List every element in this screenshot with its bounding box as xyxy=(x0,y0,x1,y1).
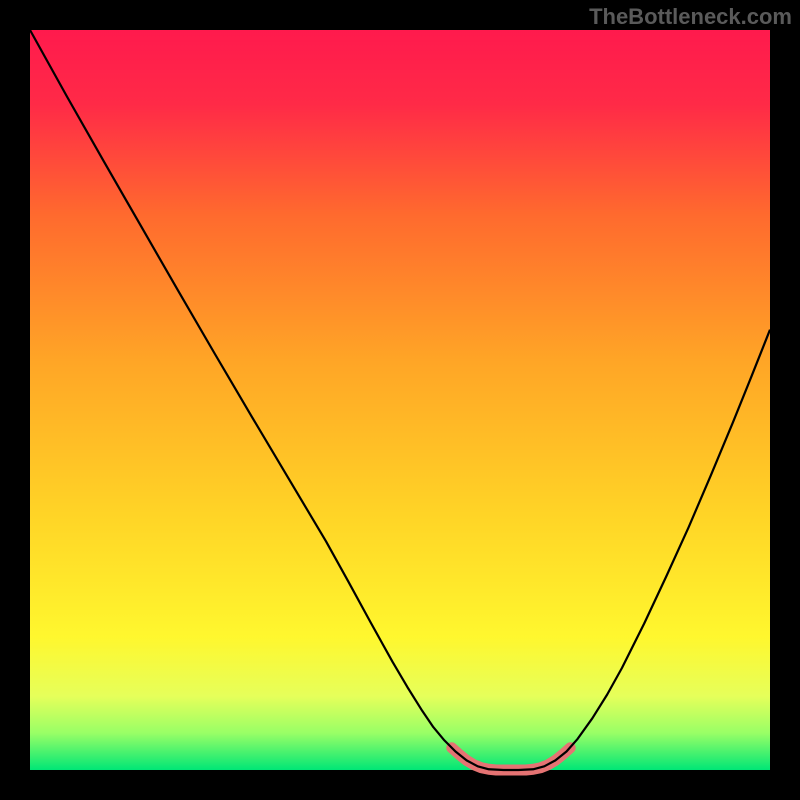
plot-area xyxy=(30,30,770,770)
chart-container: TheBottleneck.com xyxy=(0,0,800,800)
main-curve xyxy=(30,30,770,770)
watermark-text: TheBottleneck.com xyxy=(589,4,792,30)
curve-layer xyxy=(30,30,770,770)
highlight-curve xyxy=(452,748,570,770)
